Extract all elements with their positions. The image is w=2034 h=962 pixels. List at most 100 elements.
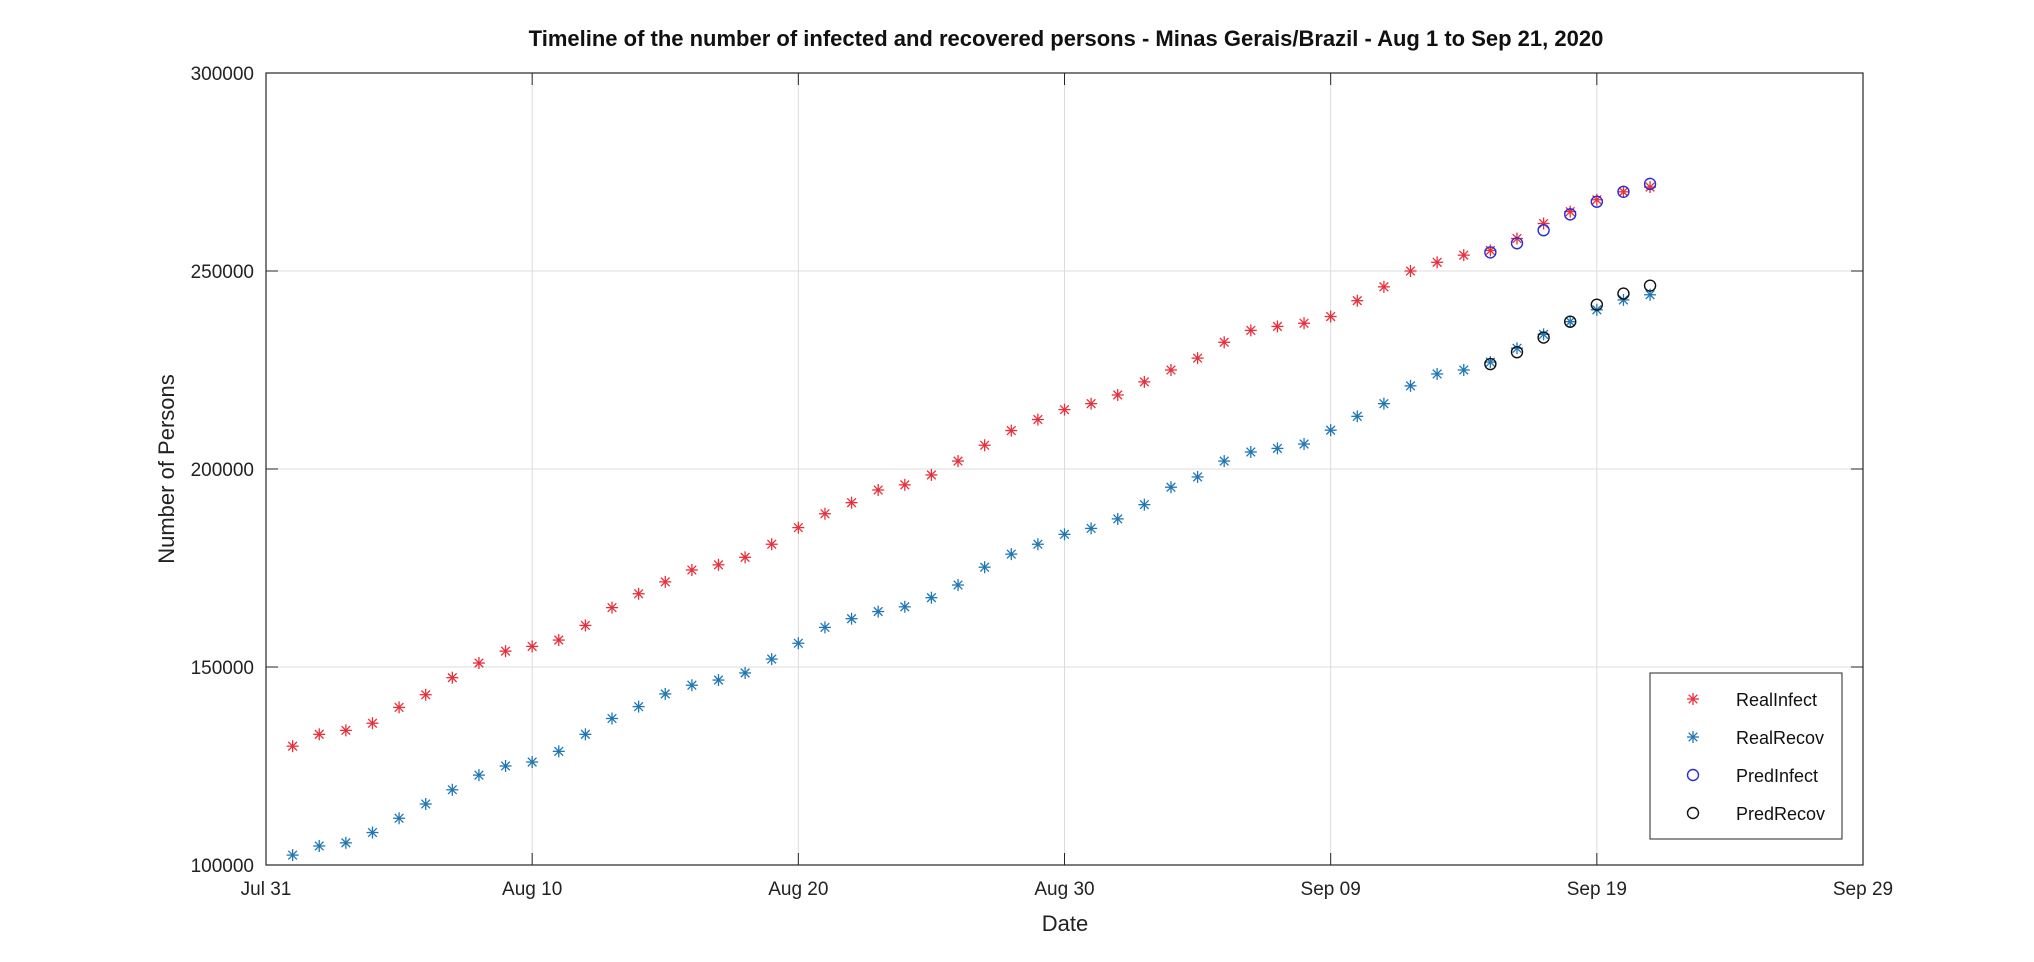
legend-entry-label: RealInfect xyxy=(1736,690,1817,710)
data-point xyxy=(419,688,432,701)
data-point xyxy=(286,740,299,753)
data-point xyxy=(872,483,885,496)
data-point xyxy=(659,687,672,700)
legend-entry-label: PredInfect xyxy=(1736,766,1818,786)
data-point xyxy=(606,712,619,725)
data-point xyxy=(552,634,565,647)
data-point xyxy=(1058,403,1071,416)
data-point xyxy=(845,612,858,625)
data-series xyxy=(286,177,1657,862)
legend-marker xyxy=(1687,693,1699,705)
y-tick-label: 200000 xyxy=(191,460,254,481)
data-point xyxy=(898,478,911,491)
data-point xyxy=(765,653,778,666)
x-tick-label: Sep 19 xyxy=(1567,879,1627,900)
data-point xyxy=(1484,357,1497,371)
data-point xyxy=(313,839,326,852)
data-point xyxy=(286,849,299,862)
data-point xyxy=(1138,498,1151,511)
data-point xyxy=(978,561,991,574)
data-point xyxy=(1617,293,1630,306)
data-point xyxy=(1164,481,1177,494)
data-point xyxy=(739,551,752,564)
data-point xyxy=(1271,320,1284,333)
data-point xyxy=(845,496,858,509)
x-tick-label: Aug 20 xyxy=(768,879,828,900)
data-point xyxy=(1644,288,1657,301)
data-point xyxy=(499,760,512,772)
x-tick-label: Aug 10 xyxy=(502,879,562,900)
data-point xyxy=(552,745,565,758)
data-point xyxy=(1564,315,1577,328)
series-PredRecov xyxy=(1484,279,1657,371)
data-point xyxy=(1351,410,1364,423)
data-point xyxy=(739,666,752,679)
data-point xyxy=(1298,438,1311,451)
data-point xyxy=(1031,413,1044,426)
data-point xyxy=(499,645,512,658)
data-point xyxy=(472,657,485,670)
series-PredInfect xyxy=(1484,177,1657,259)
data-point xyxy=(1431,367,1444,380)
data-point xyxy=(1377,397,1390,410)
data-point xyxy=(606,601,619,614)
data-point xyxy=(1484,246,1497,259)
data-point xyxy=(1218,455,1231,468)
data-point xyxy=(1058,528,1071,541)
data-point xyxy=(393,812,406,825)
data-point xyxy=(472,769,485,782)
data-point xyxy=(1537,224,1550,237)
data-point xyxy=(1191,470,1204,483)
data-point xyxy=(1351,294,1364,307)
data-point xyxy=(632,587,645,600)
data-point xyxy=(1510,232,1523,245)
data-point xyxy=(1164,364,1177,376)
legend-entry-label: RealRecov xyxy=(1736,728,1824,748)
x-tick-label: Sep 29 xyxy=(1833,879,1893,900)
data-point xyxy=(712,558,725,571)
data-point xyxy=(952,455,965,468)
data-point xyxy=(1617,287,1630,300)
data-point xyxy=(526,756,539,769)
data-point xyxy=(1404,265,1417,277)
data-point xyxy=(526,640,539,653)
data-point xyxy=(1643,279,1657,292)
legend-box xyxy=(1649,672,1843,840)
data-point xyxy=(1457,364,1470,376)
data-point xyxy=(1377,280,1390,293)
data-point xyxy=(339,724,352,737)
data-point xyxy=(978,439,991,452)
data-point xyxy=(1271,442,1284,455)
data-point xyxy=(1085,397,1098,410)
data-point xyxy=(1617,185,1630,198)
data-point xyxy=(446,671,459,684)
data-point xyxy=(765,538,778,551)
data-point xyxy=(393,701,406,714)
data-point xyxy=(339,836,352,849)
legend-marker xyxy=(1687,731,1699,743)
y-tick-label: 100000 xyxy=(191,856,254,877)
x-axis-title: Date xyxy=(1042,911,1088,936)
data-point xyxy=(1564,315,1577,328)
axis-ticks: Jul 31 Aug 10 Aug 20 Aug 30 Sep 09 Sep 19 Sep … xyxy=(191,64,1894,900)
data-point xyxy=(366,717,379,730)
data-point xyxy=(1404,379,1417,392)
data-point xyxy=(446,783,459,796)
data-point xyxy=(1191,352,1204,365)
chart-title: Timeline of the number of infected and r… xyxy=(529,26,1604,51)
y-tick-label: 150000 xyxy=(191,658,254,679)
y-tick-label: 250000 xyxy=(191,262,254,283)
data-point xyxy=(1510,345,1524,359)
data-point xyxy=(1005,548,1018,561)
data-point xyxy=(1510,237,1524,250)
data-point xyxy=(925,591,938,604)
data-point xyxy=(1244,445,1257,458)
y-axis-title: Number of Persons xyxy=(154,374,179,564)
data-point xyxy=(872,605,885,618)
data-point xyxy=(792,637,805,650)
data-point xyxy=(898,600,911,613)
data-point xyxy=(818,507,831,520)
data-point xyxy=(1031,538,1044,551)
series-RealInfect xyxy=(286,181,1657,753)
